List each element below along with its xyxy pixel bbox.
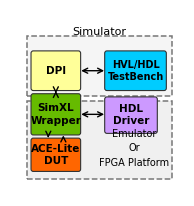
Text: Simulator: Simulator [72,27,126,37]
FancyBboxPatch shape [27,101,171,179]
Text: HDL
Driver: HDL Driver [113,104,149,126]
FancyBboxPatch shape [31,94,81,135]
Text: DPI: DPI [46,66,66,76]
FancyBboxPatch shape [105,51,166,91]
Text: Emulator
Or
FPGA Platform: Emulator Or FPGA Platform [99,129,169,168]
FancyBboxPatch shape [105,97,157,133]
Text: ACE-Lite
DUT: ACE-Lite DUT [31,144,81,166]
FancyBboxPatch shape [31,138,81,171]
Text: HVL/HDL
TestBench: HVL/HDL TestBench [107,60,164,82]
FancyBboxPatch shape [31,51,81,91]
FancyBboxPatch shape [27,36,171,96]
Text: SimXL
Wrapper: SimXL Wrapper [30,103,81,125]
